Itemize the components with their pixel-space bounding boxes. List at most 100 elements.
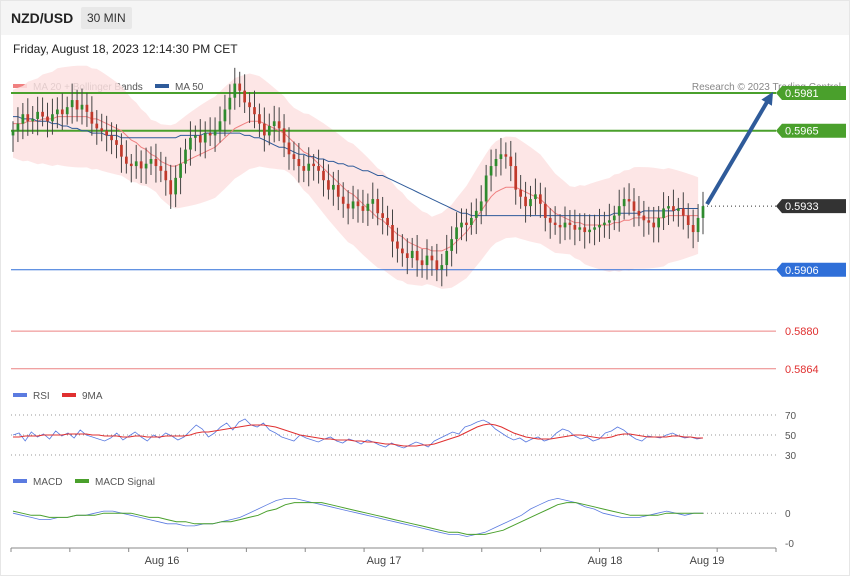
rsi-tick-70: 70 bbox=[785, 411, 797, 422]
level-tag-0.5981 bbox=[776, 86, 846, 100]
level-labels: 0.5981 0.5965 0.5933 0.5906 0.5880 0.5864 bbox=[776, 86, 846, 376]
candle-body bbox=[425, 255, 429, 266]
candle-body bbox=[51, 114, 54, 122]
target-arrow-shaft bbox=[705, 95, 772, 206]
candle-body bbox=[139, 161, 143, 169]
candle-body bbox=[420, 260, 424, 266]
macd-panel: 0 -0 bbox=[12, 497, 794, 550]
candle-body bbox=[479, 201, 483, 211]
candle-body bbox=[129, 163, 133, 167]
candle-body bbox=[125, 156, 128, 164]
candle-body bbox=[302, 166, 306, 171]
candle-body bbox=[41, 111, 44, 117]
candle-body bbox=[332, 184, 335, 190]
rsi-panel: 70 50 30 bbox=[11, 411, 797, 462]
candle-body bbox=[381, 213, 384, 218]
candle-body bbox=[460, 222, 463, 228]
candle-body bbox=[701, 206, 705, 218]
candle-body bbox=[31, 118, 35, 122]
candle-body bbox=[376, 199, 380, 214]
candle-body bbox=[696, 217, 700, 233]
candle-body bbox=[583, 227, 587, 233]
candle-body bbox=[134, 161, 138, 167]
candle-body bbox=[233, 83, 237, 98]
candle-body bbox=[499, 154, 503, 159]
candle-body bbox=[115, 140, 118, 145]
candle-body bbox=[312, 163, 315, 167]
candle-body bbox=[327, 180, 330, 190]
candle-body bbox=[277, 121, 281, 129]
candle-body bbox=[396, 241, 399, 249]
candle-body bbox=[593, 227, 596, 230]
top-bar bbox=[1, 1, 849, 35]
candle-body bbox=[272, 121, 276, 126]
level-label-0.5864: 0.5864 bbox=[785, 364, 819, 376]
x-tick-label: Aug 19 bbox=[690, 555, 725, 567]
macd-legend-label: MACD bbox=[33, 477, 62, 488]
candle-body bbox=[514, 166, 518, 190]
candle-body bbox=[642, 215, 646, 221]
ma50-legend-label: MA 50 bbox=[175, 82, 204, 93]
candle-body bbox=[509, 156, 513, 167]
candle-body bbox=[612, 215, 616, 221]
rsi-9ma-line bbox=[13, 423, 703, 447]
target-arrow-head bbox=[761, 91, 774, 106]
candle-body bbox=[573, 225, 577, 230]
target-arrow bbox=[705, 91, 774, 206]
candle-body bbox=[85, 104, 89, 112]
candle-body bbox=[548, 217, 552, 223]
candle-body bbox=[558, 225, 562, 228]
candle-body bbox=[80, 104, 84, 110]
candle-body bbox=[563, 222, 567, 228]
candle-body bbox=[465, 222, 468, 225]
rsi-legend-label: RSI bbox=[33, 391, 50, 402]
candle-body bbox=[524, 196, 527, 207]
candle-body bbox=[75, 100, 79, 110]
timeframe-badge[interactable]: 30 MIN bbox=[81, 7, 132, 29]
candle-body bbox=[391, 225, 394, 242]
candle-body bbox=[189, 137, 192, 150]
candle-body bbox=[356, 201, 360, 207]
candle-body bbox=[46, 116, 49, 122]
rsi-9ma-legend-label: 9MA bbox=[82, 391, 103, 402]
candle-body bbox=[637, 210, 641, 216]
candle-body bbox=[657, 217, 660, 228]
candle-body bbox=[351, 201, 355, 209]
candle-body bbox=[292, 154, 296, 159]
candle-body bbox=[489, 166, 493, 176]
rsi-tick-50: 50 bbox=[785, 431, 797, 442]
candle-body bbox=[184, 149, 187, 164]
level-label-0.5906: 0.5906 bbox=[785, 265, 819, 277]
candle-body bbox=[519, 189, 522, 197]
candle-body bbox=[662, 208, 665, 218]
candle-body bbox=[203, 133, 207, 143]
candle-body bbox=[677, 208, 680, 211]
rsi-legend-swatch bbox=[13, 393, 27, 397]
x-tick-label: Aug 17 bbox=[367, 555, 402, 567]
candle-body bbox=[322, 170, 325, 181]
candle-body bbox=[672, 206, 675, 211]
candle-body bbox=[169, 180, 173, 195]
candle-body bbox=[371, 199, 375, 204]
candle-body bbox=[617, 206, 621, 216]
candle-body bbox=[435, 260, 439, 270]
ma50-legend-swatch bbox=[155, 84, 169, 88]
candle-body bbox=[603, 222, 606, 225]
candle-body bbox=[267, 126, 271, 136]
macd-signal-legend-swatch bbox=[75, 479, 89, 483]
candle-body bbox=[282, 128, 286, 143]
candles bbox=[11, 67, 705, 287]
candle-body bbox=[410, 250, 414, 258]
currency-pair: NZD/USD bbox=[11, 10, 74, 26]
candle-body bbox=[144, 163, 148, 169]
candle-body bbox=[686, 215, 690, 225]
x-tick-label: Aug 16 bbox=[145, 555, 180, 567]
candle-body bbox=[213, 130, 217, 136]
candle-body bbox=[159, 166, 163, 171]
candle-body bbox=[287, 142, 291, 155]
candle-body bbox=[504, 154, 508, 157]
candle-body bbox=[100, 128, 104, 131]
candle-body bbox=[578, 227, 582, 230]
macd-legend-swatch bbox=[13, 479, 27, 483]
